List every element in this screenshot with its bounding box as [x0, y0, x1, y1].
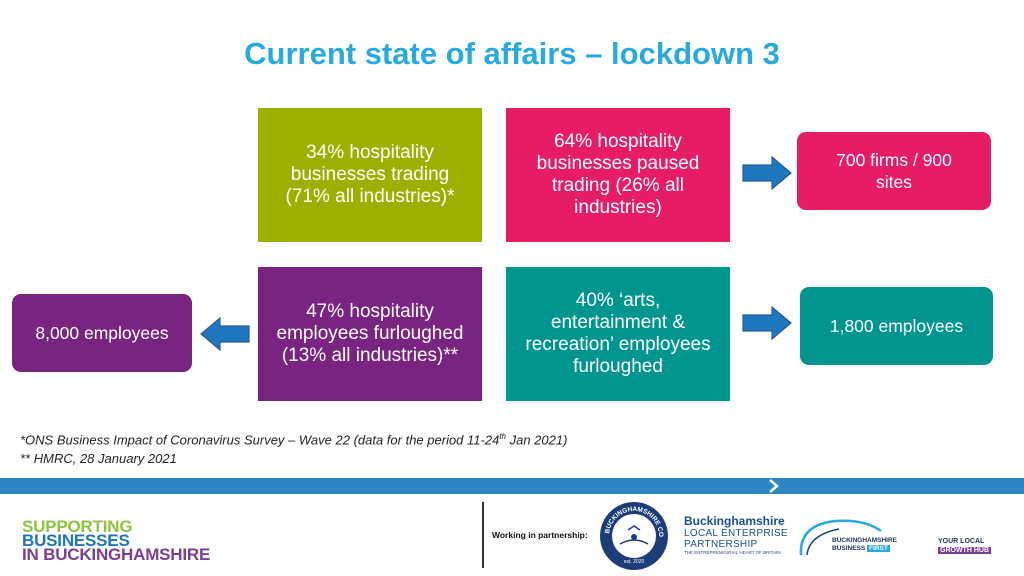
growth-line: YOUR LOCAL	[938, 538, 985, 545]
lep-tagline: THE ENTREPRENEURIAL HEART OF BRITAIN	[684, 550, 781, 555]
footnote-ons: *ONS Business Impact of Coronavirus Surv…	[20, 432, 567, 447]
employees-8000-box: 8,000 employees	[12, 294, 192, 372]
bbf-line: BUSINESS	[832, 545, 866, 552]
lep-line: LOCAL ENTERPRISE	[684, 528, 788, 539]
bbf-logo: BUCKINGHAMSHIRE BUSINESS FIRST	[832, 537, 897, 553]
box-line: (13% all industries)**	[281, 345, 459, 366]
supporting-businesses-logo: SUPPORTING BUSINESSES IN BUCKINGHAMSHIRE	[22, 517, 211, 564]
lep-logo: Buckinghamshire LOCAL ENTERPRISE PARTNER…	[684, 514, 788, 555]
box-line: (71% all industries)*	[285, 186, 455, 207]
left-arrow-icon	[200, 317, 250, 351]
arts-furloughed-box: 40% ‘arts, entertainment & recreation’ e…	[506, 267, 730, 401]
growth-hub-logo: YOUR LOCAL GROWTH HUB	[938, 537, 991, 555]
box-line: entertainment &	[550, 312, 686, 333]
employees-1800-box: 1,800 employees	[800, 287, 993, 365]
box-line: 64% hospitality	[554, 131, 682, 152]
partnership-label: Working in partnership:	[492, 530, 588, 540]
logo-line: BUSINESSES	[22, 531, 130, 550]
box-line: recreation’ employees	[525, 334, 711, 355]
box-line: employees furloughed	[276, 323, 464, 344]
logo-line: IN BUCKINGHAMSHIRE	[22, 545, 211, 564]
lep-name: Buckinghamshire	[684, 514, 785, 528]
box-line: industries)	[574, 197, 662, 218]
footer-band	[0, 478, 1024, 494]
box-line: 47% hospitality	[306, 301, 434, 322]
right-arrow-icon	[742, 306, 792, 340]
bbf-first: FIRST	[867, 545, 890, 552]
page-title: Current state of affairs – lockdown 3	[244, 36, 780, 71]
bbf-swoosh-icon	[799, 519, 882, 556]
logo-line: SUPPORTING	[22, 517, 133, 536]
hospitality-furloughed-box: 47% hospitality employees furloughed (13…	[258, 267, 482, 401]
right-arrow-icon	[742, 156, 792, 190]
buckinghamshire-council-logo: BUCKINGHAMSHIRE COUNCIL est. 2020	[598, 500, 668, 570]
chevron-right-icon	[769, 479, 779, 493]
hospitality-trading-box: 34% hospitality businesses trading (71% …	[258, 108, 482, 242]
footnote-ons-sup: th	[499, 432, 506, 441]
box-line: 1,800 employees	[829, 316, 964, 336]
box-line: 8,000 employees	[35, 323, 169, 343]
bbf-line: BUCKINGHAMSHIRE	[832, 537, 897, 544]
box-line: businesses paused	[536, 153, 700, 174]
box-line: 700 firms / 900	[836, 150, 952, 170]
footer-divider	[482, 502, 484, 568]
box-line: trading (26% all	[551, 175, 684, 196]
box-line: sites	[876, 172, 912, 192]
growth-line: GROWTH HUB	[938, 547, 991, 554]
hospitality-paused-box: 64% hospitality businesses paused tradin…	[506, 108, 730, 242]
box-line: businesses trading	[290, 164, 450, 185]
footnote-hmrc: ** HMRC, 28 January 2021	[20, 451, 177, 466]
council-est-text: est. 2020	[624, 559, 645, 565]
box-line: 34% hospitality	[306, 142, 434, 163]
firms-sites-box: 700 firms / 900 sites	[797, 132, 991, 210]
footnote-ons-end: Jan 2021)	[505, 432, 568, 448]
footnote-ons-text: *ONS Business Impact of Coronavirus Surv…	[20, 432, 500, 448]
box-line: 40% ‘arts,	[575, 290, 661, 311]
lep-line: PARTNERSHIP	[684, 539, 758, 550]
box-line: furloughed	[573, 356, 663, 377]
